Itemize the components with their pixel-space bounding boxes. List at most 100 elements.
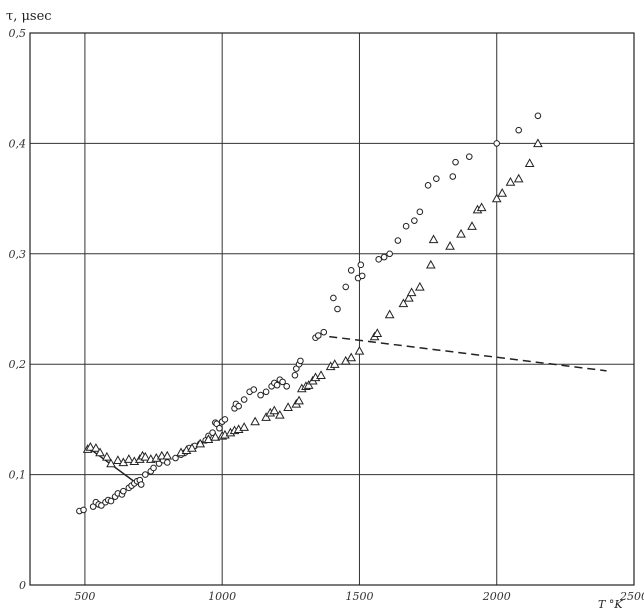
circle-point [283, 382, 291, 390]
triangle-point [113, 455, 123, 464]
triangle-point [269, 405, 280, 415]
triangle-point [210, 432, 221, 441]
circle-point [320, 328, 328, 336]
circle-point [262, 388, 270, 396]
x-tick-label: 1500 [345, 590, 373, 603]
circle-point [357, 261, 365, 269]
triangle-point [524, 158, 535, 167]
circle-point [107, 497, 115, 505]
circle-point [394, 237, 402, 244]
triangle-point [283, 402, 293, 411]
triangle-point [467, 221, 477, 230]
circle-point [433, 175, 440, 183]
triangle-point [294, 395, 304, 405]
y-tick-label: 0,3 [9, 248, 27, 261]
triangle-point [250, 416, 260, 426]
triangle-point [85, 441, 96, 451]
circle-point [163, 459, 171, 466]
triangle-point [261, 412, 271, 421]
circle-point [80, 506, 87, 514]
plot-frame [29, 32, 635, 586]
y-tick-label: 0 [19, 579, 26, 592]
triangle-point [91, 443, 101, 452]
triangle-point [106, 458, 116, 468]
axes [29, 32, 635, 586]
circle-point [221, 416, 229, 423]
y-axis-label: τ, μsec [6, 9, 52, 24]
triangle-point [404, 292, 414, 302]
data-points [76, 112, 543, 515]
triangle-point [195, 438, 206, 448]
circle-point [347, 267, 355, 274]
x-tick-label: 1000 [208, 590, 236, 603]
circle-point [452, 158, 459, 166]
circle-point [402, 222, 410, 230]
circle-point [465, 153, 473, 160]
triangle-point [274, 409, 285, 419]
dashed-trend-line [329, 335, 607, 372]
triangle-point [491, 193, 502, 203]
triangle-point [497, 188, 508, 197]
triangle-point [316, 370, 326, 379]
circle-point [150, 464, 157, 472]
x-tick-label: 2000 [482, 590, 511, 603]
circle-point [358, 272, 366, 280]
circle-point [235, 402, 242, 410]
circle-point [534, 112, 542, 120]
triangle-point [346, 352, 357, 362]
circle-point [240, 396, 248, 403]
triangle-point [372, 328, 383, 337]
triangle-point [162, 450, 173, 460]
circle-point [216, 424, 223, 432]
y-tick-label: 0,4 [9, 137, 27, 150]
triangle-point [533, 138, 543, 148]
triangle-point [123, 454, 134, 463]
triangle-point [203, 434, 214, 443]
circle-point [416, 208, 424, 216]
triangle-point [303, 380, 314, 389]
x-tick-label: 500 [74, 590, 95, 603]
triangle-point [505, 177, 516, 186]
triangle-point [398, 298, 409, 308]
triangle-point [415, 281, 425, 291]
circle-point [380, 253, 388, 261]
triangle-point [445, 241, 455, 250]
triangle-point [95, 447, 105, 457]
circle-point [449, 173, 457, 180]
triangle-point [140, 451, 151, 461]
y-tick-label: 0,2 [9, 358, 27, 371]
circle-point [342, 283, 350, 291]
triangle-point [239, 422, 249, 431]
triangle-point [329, 359, 340, 368]
circle-point [515, 126, 522, 134]
triangle-point [354, 345, 365, 355]
circle-point [411, 217, 418, 224]
triangle-point [476, 202, 487, 212]
circle-point [279, 378, 286, 386]
circle-point [386, 250, 393, 258]
y-tick-label: 0,1 [9, 469, 27, 482]
circle-point [172, 454, 179, 462]
triangle-point [102, 451, 112, 461]
circle-point [120, 487, 127, 495]
circle-point [334, 305, 341, 313]
grid [30, 32, 635, 586]
triangle-point [513, 173, 524, 183]
circle-point [250, 386, 258, 393]
circle-point [375, 256, 382, 263]
circle-point [142, 471, 149, 478]
triangle-point [425, 259, 436, 269]
circle-point [493, 140, 501, 147]
circle-point [257, 391, 264, 399]
circle-point [291, 371, 299, 379]
circle-point [297, 357, 304, 365]
circle-point [137, 481, 145, 488]
circle-point [330, 294, 337, 302]
circle-point [424, 182, 432, 189]
circle-point [273, 381, 281, 389]
triangle-point [428, 234, 439, 244]
circle-point [98, 502, 105, 509]
